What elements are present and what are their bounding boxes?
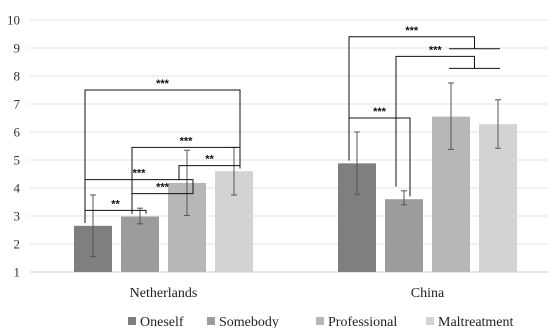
legend-item-somebody: Somebody — [207, 315, 279, 328]
x-category-label: China — [411, 286, 445, 301]
significance-label: ** — [205, 154, 214, 166]
legend-item-maltreatment: Maltreatment — [426, 315, 514, 328]
significance-bracket: *** — [395, 44, 500, 187]
y-tick-label: 3 — [14, 209, 21, 224]
legend-label: Somebody — [219, 315, 279, 328]
significance-brackets: ************************* — [84, 25, 500, 223]
significance-label: *** — [156, 182, 170, 194]
y-tick-label: 4 — [14, 181, 21, 196]
significance-bracket: *** — [348, 106, 411, 197]
y-tick-label: 10 — [7, 13, 20, 28]
legend-label: Professional — [328, 315, 397, 328]
legend: Oneself Somebody Professional Maltreatment — [128, 315, 514, 328]
legend-swatch — [426, 317, 434, 325]
bar-maltreatment-china — [479, 124, 517, 272]
significance-bracket: *** — [84, 78, 241, 223]
significance-label: *** — [180, 135, 194, 147]
significance-label: *** — [156, 78, 170, 90]
significance-label: *** — [405, 25, 419, 37]
significance-label: *** — [429, 44, 443, 56]
legend-swatch — [128, 317, 136, 325]
gridlines — [30, 19, 548, 273]
significance-label: *** — [373, 106, 387, 118]
significance-bracket: *** — [348, 25, 500, 128]
y-axis-ticks: 1 2 3 4 5 6 7 8 9 10 — [7, 13, 21, 280]
legend-item-professional: Professional — [316, 315, 397, 328]
bar-somebody-china — [385, 199, 423, 272]
significance-label: *** — [133, 168, 147, 180]
y-tick-label: 2 — [14, 237, 21, 252]
y-tick-label: 5 — [14, 153, 21, 168]
legend-label: Maltreatment — [438, 315, 514, 328]
legend-swatch — [316, 317, 324, 325]
y-tick-label: 7 — [14, 97, 21, 112]
category-labels: Netherlands China — [130, 286, 445, 301]
legend-swatch — [207, 317, 215, 325]
y-tick-label: 1 — [14, 265, 21, 280]
x-category-label: Netherlands — [130, 286, 198, 301]
bar-somebody-netherlands — [121, 216, 159, 272]
legend-label: Oneself — [140, 315, 184, 328]
y-tick-label: 6 — [14, 125, 21, 140]
y-tick-label: 8 — [14, 69, 21, 84]
significance-label: ** — [111, 198, 120, 210]
legend-item-oneself: Oneself — [128, 315, 184, 328]
y-tick-label: 9 — [14, 41, 21, 56]
